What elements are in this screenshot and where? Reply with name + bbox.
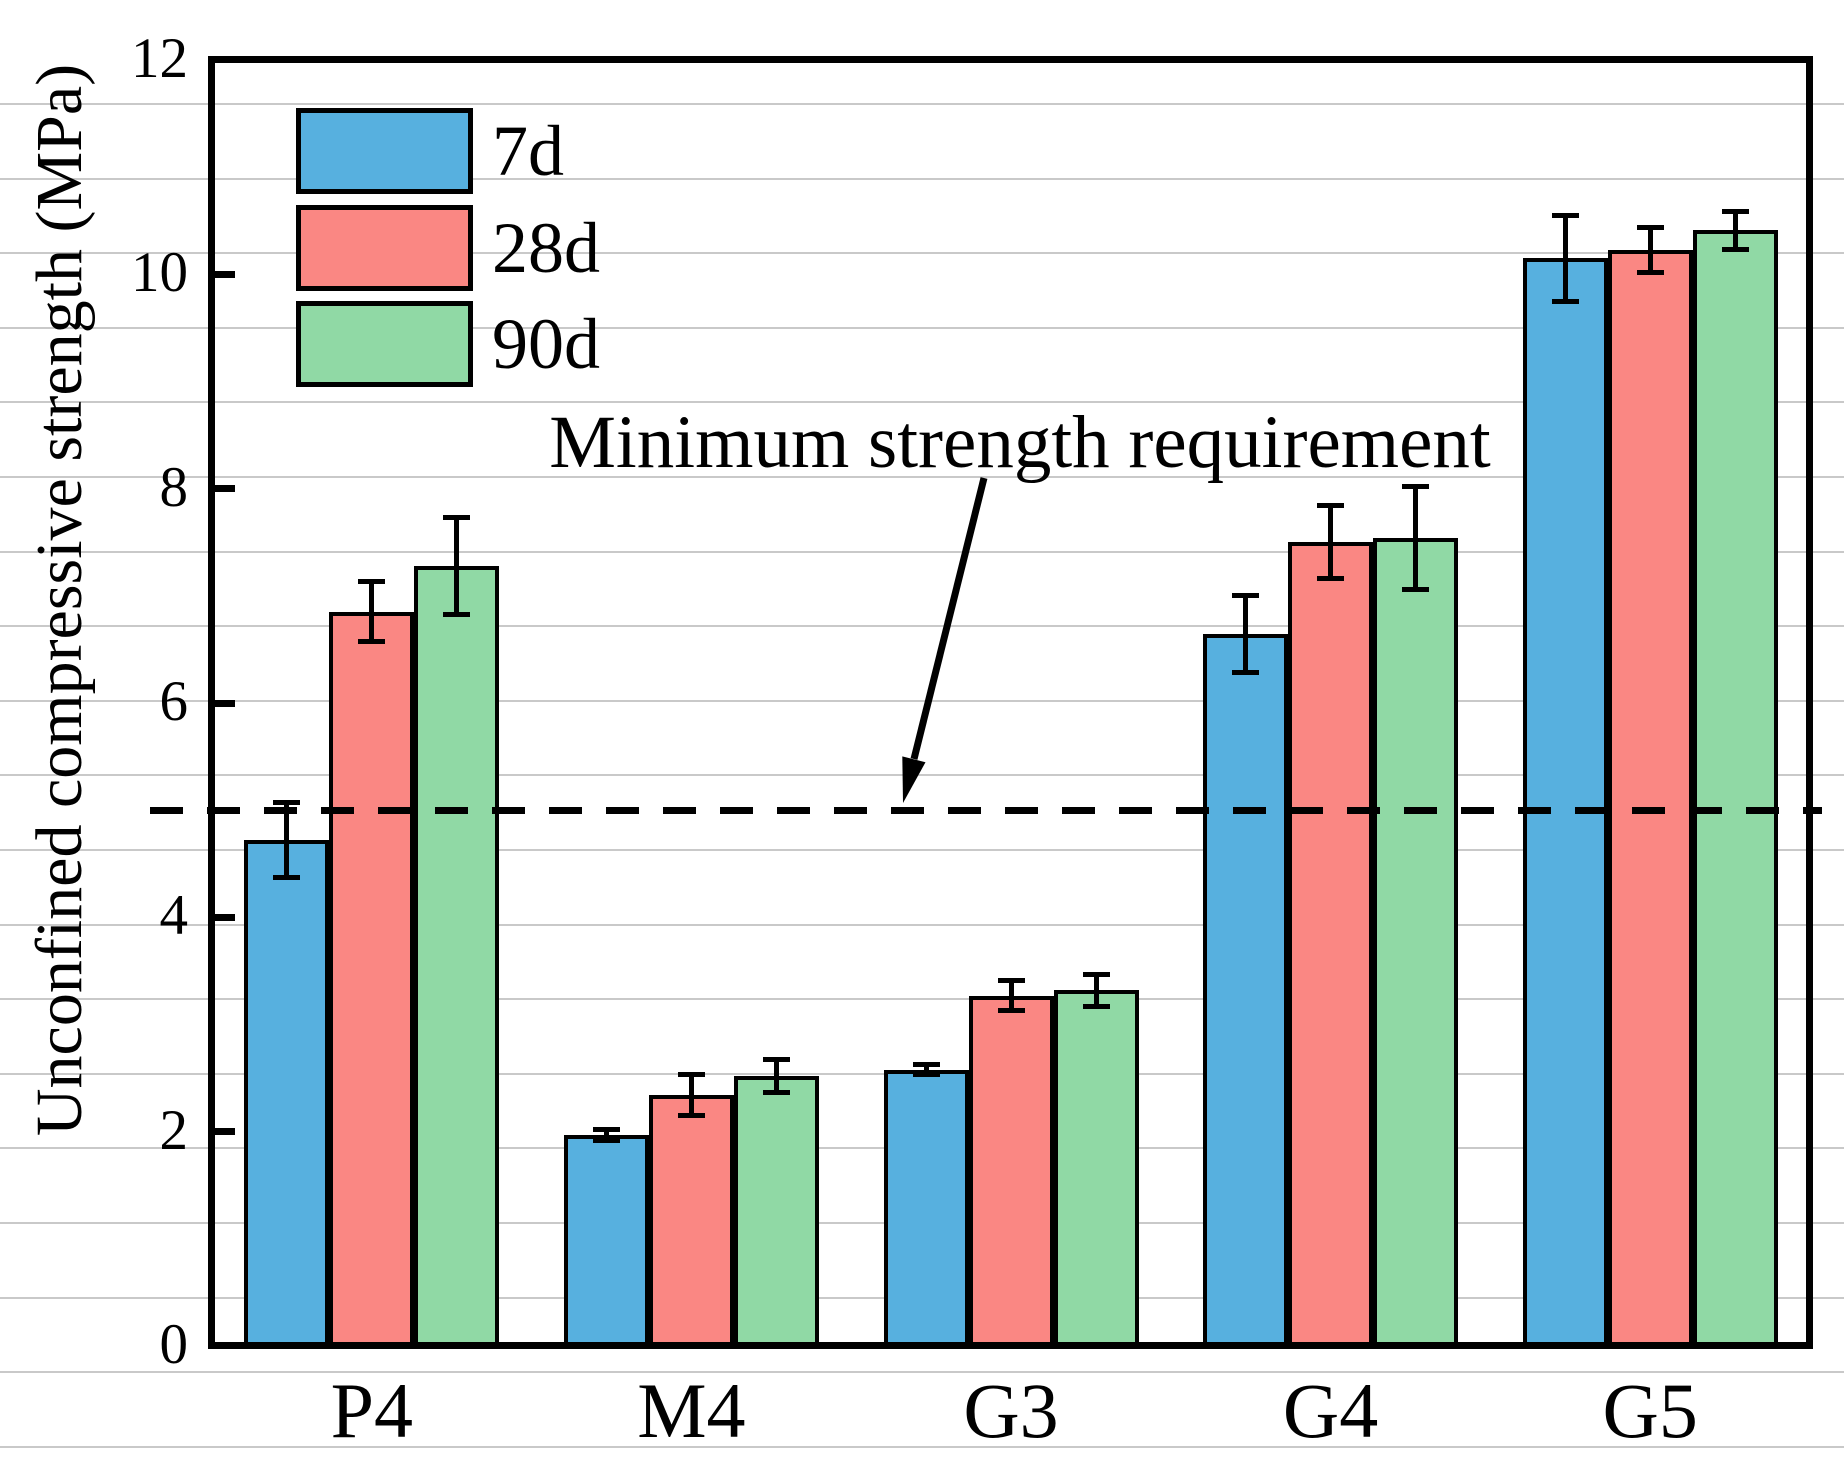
error-cap-28d-P4 — [358, 579, 386, 585]
bar-90d-G4 — [1373, 537, 1459, 1349]
error-bar-7d-G4 — [1243, 595, 1249, 673]
legend-swatch-28d — [296, 205, 473, 291]
bar-90d-M4 — [733, 1075, 819, 1349]
y-tick-label-2: 2 — [159, 1098, 189, 1162]
bar-28d-G4 — [1288, 542, 1374, 1349]
y-tick-6 — [215, 699, 235, 707]
error-cap-90d-G4 — [1402, 484, 1430, 490]
bar-7d-M4 — [563, 1134, 649, 1349]
background-hline — [0, 998, 1844, 1001]
error-cap-7d-G3 — [912, 1061, 940, 1067]
bar-28d-M4 — [648, 1095, 734, 1349]
error-bar-7d-M4 — [603, 1129, 609, 1141]
background-hline — [0, 1445, 1844, 1448]
error-cap-28d-G4 — [1317, 503, 1345, 509]
error-cap-7d-G5 — [1551, 212, 1579, 218]
bar-28d-P4 — [329, 611, 415, 1349]
y-tick-4 — [215, 913, 235, 921]
y-tick-8 — [215, 485, 235, 493]
bar-28d-G5 — [1607, 249, 1693, 1349]
background-hline — [0, 252, 1844, 255]
background-hline — [0, 326, 1844, 329]
error-cap-90d-G4 — [1402, 586, 1430, 592]
error-cap-28d-G5 — [1636, 224, 1664, 230]
background-hline — [0, 923, 1844, 926]
error-bar-90d-G5 — [1732, 211, 1738, 250]
bar-90d-G3 — [1053, 990, 1139, 1349]
error-cap-28d-G3 — [997, 1008, 1025, 1014]
y-tick-label-6: 6 — [159, 670, 189, 733]
legend-label-7d: 7d — [492, 111, 564, 191]
error-bar-28d-P4 — [369, 581, 375, 642]
error-bar-7d-P4 — [284, 802, 290, 878]
y-tick-10 — [215, 270, 235, 278]
error-cap-90d-M4 — [762, 1089, 790, 1095]
error-bar-28d-G4 — [1328, 505, 1334, 579]
y-tick-label-8: 8 — [159, 455, 189, 519]
legend-label-90d: 90d — [492, 304, 600, 384]
x-category-label-M4: M4 — [637, 1367, 746, 1454]
bar-28d-G3 — [968, 995, 1054, 1349]
error-cap-90d-G3 — [1082, 1003, 1110, 1009]
error-bar-90d-P4 — [454, 517, 460, 615]
bar-7d-G4 — [1203, 634, 1289, 1349]
error-cap-90d-G5 — [1721, 247, 1749, 253]
reference-line-label: Minimum strength requirement — [549, 401, 1491, 484]
error-bar-7d-G5 — [1562, 215, 1568, 302]
background-hline — [0, 476, 1844, 478]
error-cap-28d-P4 — [358, 639, 386, 645]
error-cap-7d-G4 — [1232, 670, 1260, 676]
background-hline — [0, 849, 1844, 851]
error-cap-90d-M4 — [762, 1057, 790, 1063]
bar-7d-P4 — [244, 840, 330, 1349]
error-cap-28d-M4 — [677, 1072, 705, 1078]
error-cap-28d-G5 — [1636, 269, 1664, 275]
y-tick-label-4: 4 — [159, 884, 189, 948]
x-category-label-G4: G4 — [1282, 1367, 1379, 1454]
error-cap-7d-G4 — [1232, 593, 1260, 599]
background-hline — [0, 177, 1844, 180]
y-tick-2 — [215, 1128, 235, 1136]
error-bar-90d-G4 — [1413, 486, 1419, 590]
error-bar-90d-G3 — [1093, 974, 1099, 1007]
legend-swatch-90d — [296, 301, 473, 387]
error-cap-7d-G3 — [912, 1072, 940, 1078]
y-tick-label-0: 0 — [159, 1313, 189, 1376]
bar-90d-G5 — [1692, 230, 1778, 1349]
y-tick-label-10: 10 — [131, 241, 188, 305]
y-tick-label-12: 12 — [131, 27, 188, 90]
error-cap-28d-G4 — [1317, 576, 1345, 582]
background-hline — [0, 401, 1844, 404]
error-bar-7d-G3 — [923, 1064, 929, 1075]
error-bar-28d-G3 — [1008, 980, 1014, 1011]
error-cap-7d-P4 — [273, 800, 301, 806]
x-category-label-G5: G5 — [1602, 1367, 1698, 1454]
error-cap-7d-P4 — [273, 875, 301, 881]
error-cap-7d-M4 — [592, 1127, 620, 1133]
background-hline — [0, 1371, 1844, 1374]
error-cap-90d-P4 — [443, 611, 471, 617]
error-bar-28d-G5 — [1647, 227, 1653, 273]
x-category-label-G3: G3 — [963, 1367, 1059, 1454]
error-cap-28d-G3 — [997, 978, 1025, 984]
bar-90d-P4 — [414, 565, 500, 1349]
error-bar-28d-M4 — [688, 1074, 694, 1116]
legend-label-28d: 28d — [492, 208, 600, 288]
bar-7d-G3 — [883, 1069, 969, 1349]
error-bar-90d-M4 — [773, 1059, 779, 1092]
error-cap-90d-G3 — [1082, 971, 1110, 977]
x-category-label-P4: P4 — [330, 1367, 413, 1454]
background-hline — [0, 103, 1844, 105]
error-cap-7d-G5 — [1551, 298, 1579, 304]
minimum-strength-dashed-line — [150, 806, 1822, 814]
error-cap-7d-M4 — [592, 1137, 620, 1143]
legend-swatch-7d — [296, 108, 473, 194]
error-cap-90d-G5 — [1721, 208, 1749, 214]
bar-7d-G5 — [1522, 258, 1608, 1349]
error-cap-28d-M4 — [677, 1113, 705, 1119]
error-cap-90d-P4 — [443, 515, 471, 521]
